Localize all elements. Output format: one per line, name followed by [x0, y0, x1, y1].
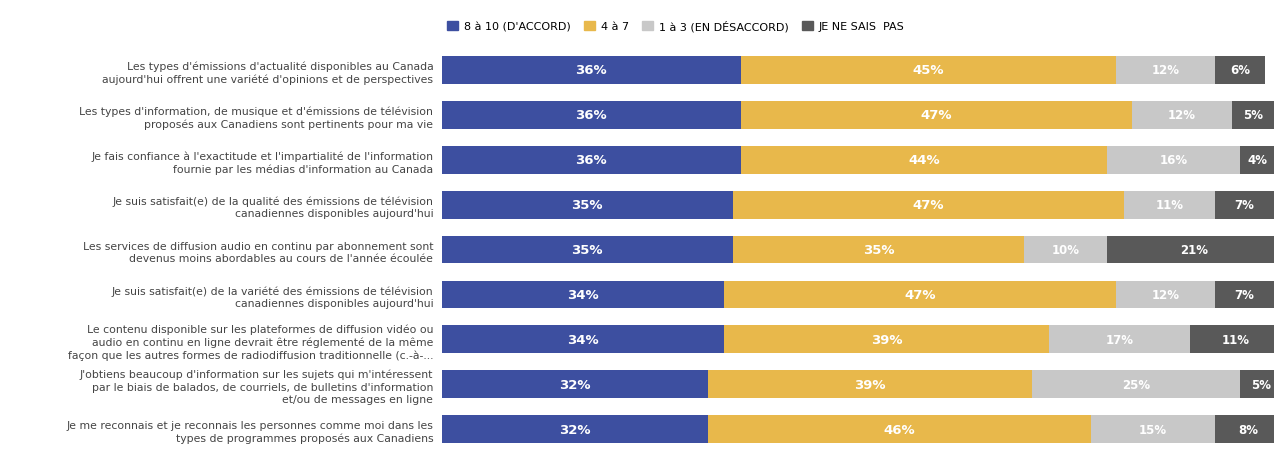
Bar [1107, 146, 1240, 174]
Text: 35%: 35% [863, 244, 895, 257]
Text: 39%: 39% [854, 378, 886, 391]
Text: 12%: 12% [1169, 109, 1196, 122]
Text: 6%: 6% [1230, 64, 1251, 77]
Legend: 8 à 10 (D'ACCORD), 4 à 7, 1 à 3 (EN DÉSACCORD), JE NE SAIS  PAS: 8 à 10 (D'ACCORD), 4 à 7, 1 à 3 (EN DÉSA… [447, 20, 904, 32]
Text: 44%: 44% [909, 154, 940, 167]
Bar [1240, 146, 1274, 174]
Bar [442, 370, 708, 398]
Text: 46%: 46% [883, 423, 915, 436]
Bar [708, 370, 1032, 398]
Bar [1124, 191, 1216, 219]
Bar [1240, 370, 1280, 398]
Text: 36%: 36% [576, 154, 607, 167]
Bar [442, 281, 724, 309]
Bar [1216, 281, 1274, 309]
Text: 36%: 36% [576, 109, 607, 122]
Bar [1133, 102, 1231, 130]
Bar [1116, 281, 1216, 309]
Bar [442, 326, 724, 354]
Text: 17%: 17% [1106, 333, 1134, 346]
Bar [1216, 415, 1280, 443]
Bar [442, 191, 732, 219]
Bar [442, 57, 741, 85]
Bar [741, 102, 1132, 130]
Text: 47%: 47% [913, 199, 945, 212]
Text: 36%: 36% [576, 64, 607, 77]
Bar [724, 281, 1116, 309]
Text: 45%: 45% [913, 64, 945, 77]
Bar [442, 236, 732, 264]
Bar [732, 236, 1024, 264]
Text: 7%: 7% [1234, 288, 1254, 301]
Text: 15%: 15% [1139, 423, 1167, 436]
Bar [442, 415, 708, 443]
Bar [1116, 57, 1216, 85]
Text: 35%: 35% [571, 199, 603, 212]
Text: 12%: 12% [1152, 288, 1179, 301]
Text: 34%: 34% [567, 333, 599, 346]
Text: 11%: 11% [1156, 199, 1184, 212]
Text: 11%: 11% [1222, 333, 1251, 346]
Bar [1032, 370, 1240, 398]
Text: 47%: 47% [920, 109, 952, 122]
Bar [1024, 236, 1107, 264]
Text: 47%: 47% [904, 288, 936, 301]
Bar [1091, 415, 1216, 443]
Text: 34%: 34% [567, 288, 599, 301]
Bar [1216, 57, 1265, 85]
Text: 21%: 21% [1180, 244, 1208, 257]
Bar [732, 191, 1124, 219]
Text: 25%: 25% [1123, 378, 1151, 391]
Text: 12%: 12% [1152, 64, 1179, 77]
Text: 10%: 10% [1052, 244, 1079, 257]
Text: 16%: 16% [1160, 154, 1188, 167]
Text: 35%: 35% [571, 244, 603, 257]
Bar [1050, 326, 1190, 354]
Bar [708, 415, 1091, 443]
Bar [442, 146, 741, 174]
Text: 32%: 32% [559, 423, 590, 436]
Text: 5%: 5% [1243, 109, 1263, 122]
Bar [741, 146, 1107, 174]
Text: 7%: 7% [1234, 199, 1254, 212]
Text: 4%: 4% [1247, 154, 1267, 167]
Text: 5%: 5% [1251, 378, 1271, 391]
Bar [1107, 236, 1280, 264]
Text: 39%: 39% [870, 333, 902, 346]
Bar [724, 326, 1050, 354]
Text: 8%: 8% [1239, 423, 1258, 436]
Bar [1190, 326, 1280, 354]
Bar [1231, 102, 1274, 130]
Bar [442, 102, 741, 130]
Bar [1216, 191, 1274, 219]
Bar [741, 57, 1116, 85]
Text: 32%: 32% [559, 378, 590, 391]
